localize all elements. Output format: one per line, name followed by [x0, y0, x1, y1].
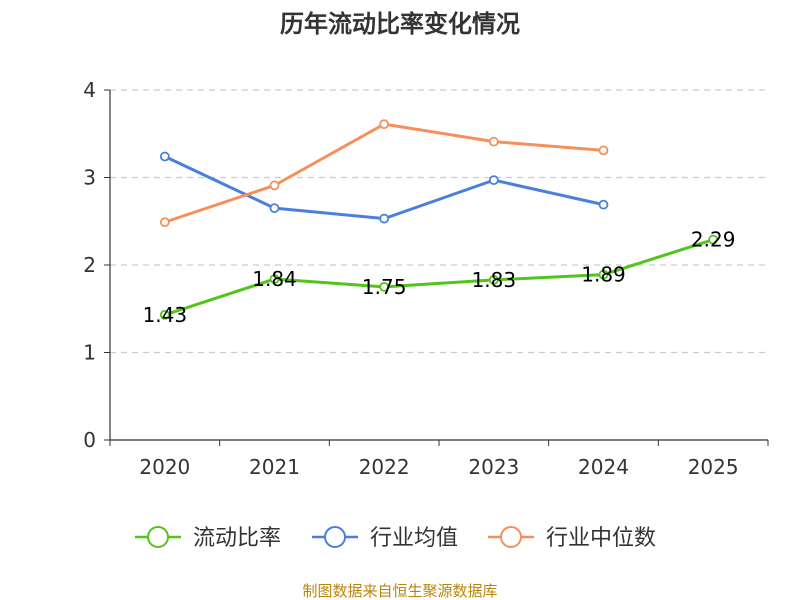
legend-swatch-marker: [324, 526, 346, 548]
data-point: [159, 309, 170, 320]
x-tick-label: 2021: [249, 455, 300, 479]
data-point: [269, 274, 280, 284]
data-label: 1.84: [252, 267, 297, 291]
series-line: [163, 155, 605, 221]
series-line: [163, 238, 715, 317]
legend-item-行业中位数: 行业中位数: [488, 526, 656, 551]
y-tick-label: 0: [83, 428, 96, 452]
y-tick-label: 2: [83, 253, 96, 277]
data-point: [708, 234, 719, 245]
series-group: 1.43 1.84 1.75 1.83 1.89 2.29: [143, 119, 736, 327]
grid: [110, 89, 768, 354]
legend-label: 流动比率: [193, 526, 281, 551]
data-point: [598, 145, 609, 156]
data-point: [488, 274, 499, 285]
legend-swatch-marker: [147, 526, 169, 548]
data-point: [488, 136, 499, 147]
data-point: [159, 151, 170, 162]
chart-title: 历年流动比率变化情况: [280, 10, 520, 38]
source-note: 制图数据来自恒生聚源数据库: [302, 582, 497, 600]
data-label: 1.89: [581, 263, 626, 287]
data-point: [379, 119, 390, 130]
legend-swatch-marker: [500, 526, 522, 548]
series-行业均值: [159, 151, 609, 224]
series-流动比率: 1.43 1.84 1.75 1.83 1.89 2.29: [143, 228, 736, 327]
legend-item-行业均值: 行业均值: [312, 526, 458, 551]
data-point: [379, 281, 390, 292]
series-line: [163, 122, 605, 224]
legend-label: 行业均值: [370, 526, 458, 551]
data-point: [269, 180, 280, 191]
data-point: [598, 199, 609, 210]
y-tick-label: 1: [83, 341, 96, 365]
x-tick-label: 2023: [468, 455, 519, 479]
data-label: 1.83: [472, 268, 517, 292]
y-tick-label: 3: [83, 166, 96, 190]
data-point: [488, 175, 499, 186]
x-tick-label: 2022: [359, 455, 410, 479]
y-tick-label: 4: [83, 78, 96, 102]
data-point: [598, 269, 609, 280]
x-tick-label: 2025: [688, 455, 739, 479]
x-tick-label: 2020: [139, 455, 190, 479]
legend-item-流动比率: 流动比率: [135, 526, 281, 551]
legend-label: 行业中位数: [546, 526, 656, 551]
legend: 流动比率 行业均值 行业中位数: [135, 526, 656, 551]
data-label: 1.75: [362, 275, 407, 299]
axes: 0 1 2 3 4 2020 2021 2022 2023 2024 2025: [83, 78, 769, 479]
data-point: [379, 213, 390, 224]
data-point: [269, 203, 280, 214]
x-tick-label: 2024: [578, 455, 629, 479]
data-label: 2.29: [691, 228, 736, 252]
series-行业中位数: [159, 119, 609, 228]
data-label: 1.43: [143, 303, 188, 327]
data-point: [159, 217, 170, 228]
